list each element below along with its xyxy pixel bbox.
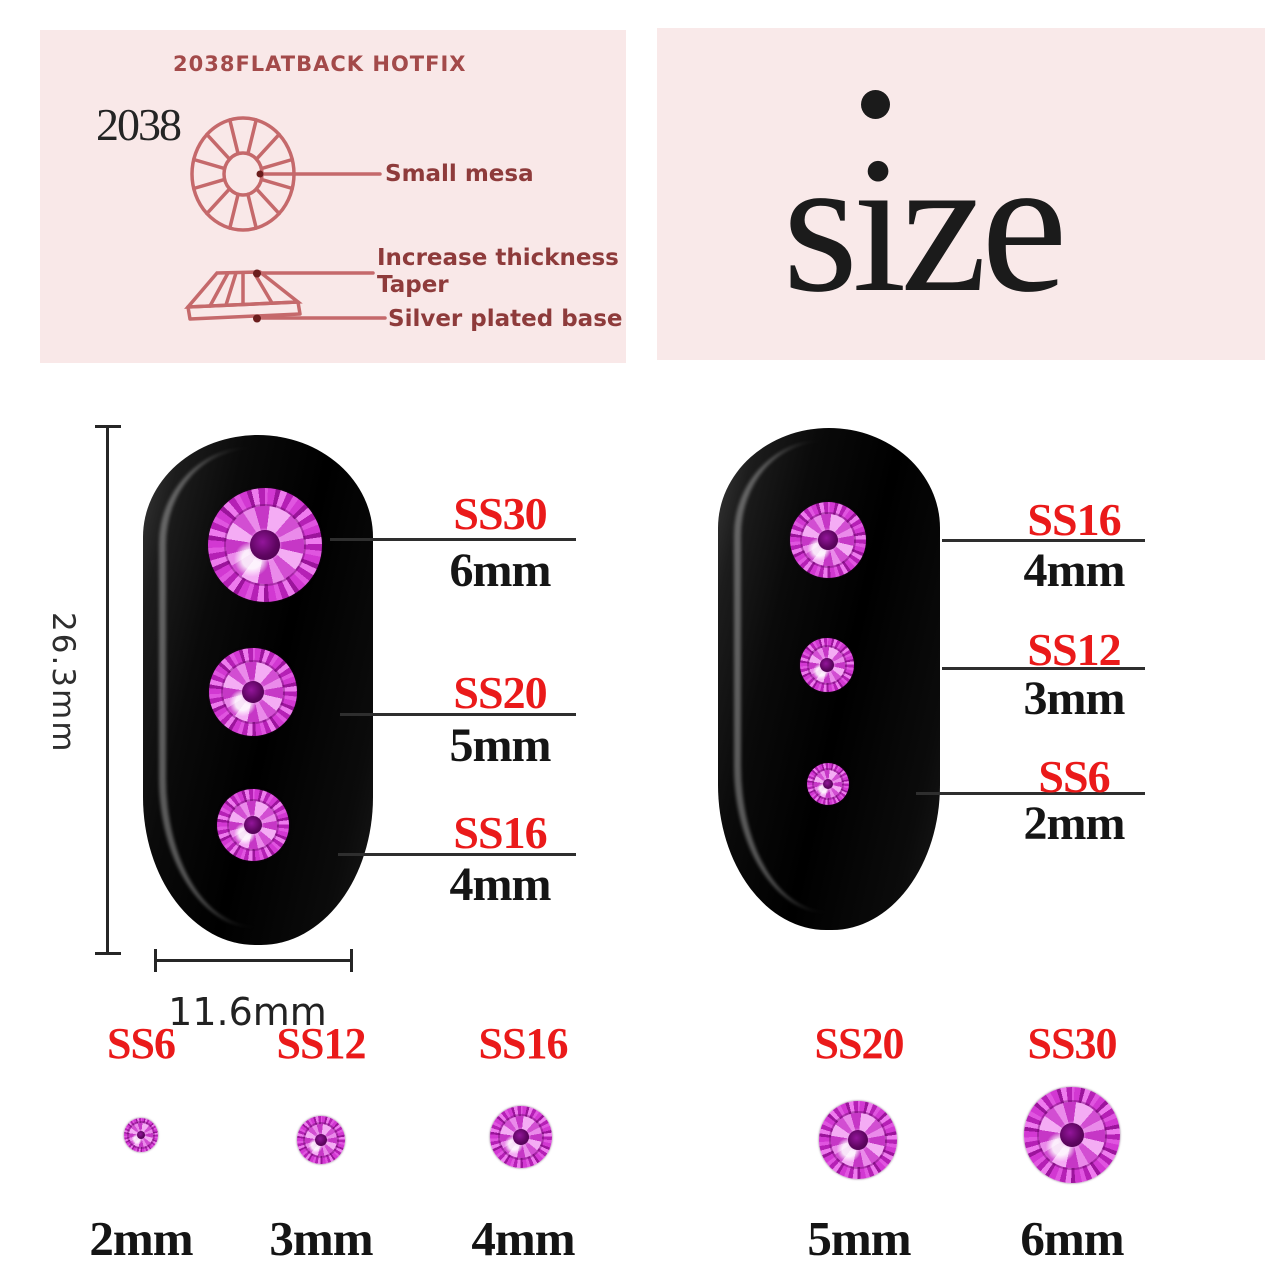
size-row-item: SS30 6mm (977, 1022, 1167, 1267)
size-row-item: SS6 2mm (46, 1022, 236, 1267)
callout-line (338, 853, 576, 856)
rhinestone-top-side-view-diagram (184, 116, 387, 323)
rhinestone-sample (297, 1116, 345, 1164)
spec-panel: 2038FLATBACK HOTFIX 2038 (40, 30, 626, 363)
ss-size-label: SS12 (276, 1019, 367, 1068)
mm-size-label: 3mm (1023, 672, 1126, 725)
rhinestone-sample (819, 1101, 897, 1179)
mm-size-label: 5mm (449, 719, 552, 772)
ss-size-label: SS16 (478, 1019, 569, 1068)
width-measure-line (154, 949, 353, 972)
callout-line (916, 792, 1145, 795)
height-measure-line (95, 425, 121, 955)
model-number: 2038 (96, 99, 182, 150)
silver-plated-base-label: Silver plated base (388, 306, 623, 332)
ss-size-label: SS16 (1027, 494, 1121, 545)
rhinestone-ss20 (209, 648, 297, 736)
rhinestone-ss6 (807, 763, 849, 805)
dot-accent (861, 90, 890, 119)
ss-size-label: SS12 (1027, 624, 1121, 675)
size-row-item: SS16 4mm (428, 1022, 618, 1267)
taper-label: Taper (377, 272, 449, 298)
rhinestone-ss16 (217, 789, 289, 861)
mm-size-label: 4mm (449, 858, 552, 911)
height-measure-label: 26.3mm (45, 612, 81, 754)
mm-size-label: 4mm (1023, 544, 1126, 597)
mm-size-label: 4mm (471, 1211, 575, 1266)
mm-size-label: 6mm (1020, 1211, 1124, 1266)
rhinestone-sample (124, 1118, 158, 1152)
callout-line (942, 667, 1145, 670)
size-title-panel: size (657, 28, 1265, 360)
size-row-item: SS20 5mm (764, 1022, 954, 1267)
width-measure-label: 11.6mm (168, 990, 327, 1034)
mm-size-label: 2mm (1023, 797, 1126, 850)
rhinestone-ss30 (208, 488, 322, 602)
mm-size-label: 3mm (269, 1211, 373, 1266)
mm-size-label: 5mm (807, 1211, 911, 1266)
size-row-item: SS12 3mm (226, 1022, 416, 1267)
spec-header: 2038FLATBACK HOTFIX (173, 52, 467, 76)
ss-size-label: SS30 (1027, 1019, 1118, 1068)
increase-thickness-label: Increase thickness (377, 245, 619, 271)
ss-size-label: SS16 (453, 807, 547, 858)
rhinestone-sample (1024, 1087, 1120, 1183)
mm-size-label: 6mm (449, 544, 552, 597)
rhinestone-ss12 (800, 638, 854, 692)
ss-size-label: SS6 (1038, 751, 1110, 802)
callout-line (330, 538, 576, 541)
ss-size-label: SS30 (453, 488, 547, 539)
mm-size-label: 2mm (89, 1211, 193, 1266)
ss-size-label: SS20 (814, 1019, 905, 1068)
rhinestone-sample (490, 1106, 552, 1168)
rhinestone-ss16 (790, 502, 866, 578)
small-mesa-label: Small mesa (385, 161, 534, 187)
callout-line (942, 539, 1145, 542)
callout-line (340, 713, 576, 716)
ss-size-label: SS20 (453, 667, 547, 718)
ss-size-label: SS6 (107, 1019, 176, 1068)
size-title: size (782, 117, 1067, 333)
